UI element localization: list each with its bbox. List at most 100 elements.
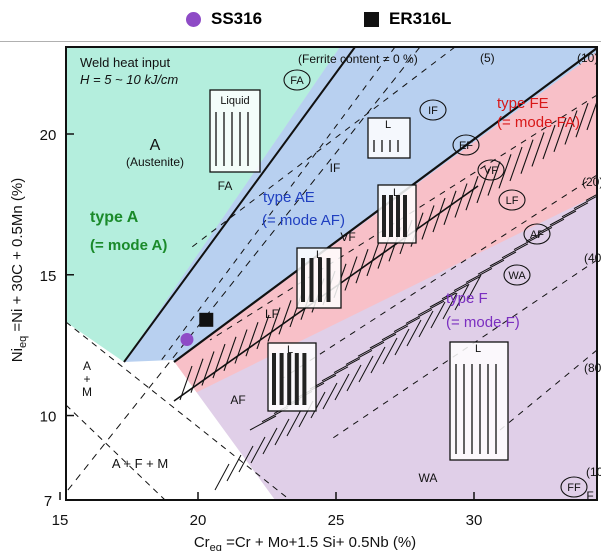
mode-circle-LF: [498, 189, 526, 211]
annotation-liquid: Liquid: [220, 95, 249, 107]
hatch-line-c-15: [394, 328, 410, 356]
micro-wa: [449, 341, 509, 461]
hatch-line-c-10: [334, 373, 350, 401]
hatch-line-c-11: [346, 364, 362, 392]
annotation-layer: Weld heat input H = 5 ~ 10 kJ/cm (Ferrite …: [80, 51, 601, 503]
region-type-a: [66, 47, 340, 362]
legend: SS316 ER316L: [0, 0, 601, 40]
legend-marker-circle: [186, 12, 201, 28]
hatch-line-c-21: [466, 274, 482, 302]
legend-item-ss316: SS316: [186, 9, 262, 29]
hatch-line-a-31: [520, 139, 534, 174]
annotation-heat-input: Weld heat input: [80, 55, 170, 70]
hatch-line-a-37: [586, 99, 597, 131]
boundary-martensite: [66, 321, 291, 500]
hatch-line-a-1: [190, 358, 204, 393]
hatch-line-a-34: [553, 117, 567, 152]
hatch-line-c-14: [382, 337, 398, 365]
hatch-line-a-27: [476, 168, 490, 204]
hatch-line-b-22: [513, 235, 541, 251]
plot-frame: [65, 46, 598, 501]
hatch-line-b-13: [405, 308, 433, 324]
hatch-line-a-9: [278, 300, 292, 335]
micro-lf: [296, 247, 342, 309]
hatch-line-a-36: [575, 103, 589, 138]
side-label-5: WA: [419, 471, 438, 485]
annotation-am-a: A: [83, 359, 91, 373]
annotation-am-m: M: [82, 385, 92, 399]
mode-label-FA: FA: [290, 75, 304, 87]
legend-label: ER316L: [389, 9, 452, 28]
micro-if: [367, 117, 411, 159]
region-sublabel-type-fe: (= mode FA): [497, 114, 580, 131]
mode-circle-FF: [560, 476, 588, 498]
legend-divider: [0, 41, 601, 42]
hatch-line-c-13: [370, 346, 386, 374]
ferrite-number-3: (40): [584, 251, 601, 265]
mode-label-IF: IF: [428, 105, 438, 117]
mode-label-FF: FF: [567, 482, 581, 494]
side-label-4: AF: [230, 393, 245, 407]
hatch-line-c-12: [358, 355, 374, 383]
hatch-line-a-23: [432, 197, 446, 233]
data-point-ss316: [180, 333, 194, 347]
micro-vf: [377, 184, 417, 244]
hatch-line-c-2: [238, 445, 254, 473]
hatch-line-a-16: [355, 249, 369, 284]
hatch-line-c-0: [214, 463, 230, 491]
hatch-line-c-1: [226, 454, 242, 482]
hatch-line-b-23: [525, 226, 553, 242]
side-label-1: IF: [330, 161, 341, 175]
x-tick-label-15: 15: [52, 512, 69, 529]
hatch-line-a-4: [223, 336, 237, 371]
mode-label-VF: VF: [484, 165, 498, 177]
plot-border: [65, 46, 598, 501]
boundary-a-ae: [123, 47, 356, 363]
region-label-type-f: type F: [446, 290, 488, 307]
hatch-line-a-22: [421, 205, 435, 240]
data-points: [180, 312, 214, 347]
hatch-line-b-28: [585, 193, 597, 201]
hatch-line-b-7: [333, 358, 361, 374]
hatch-line-a-6: [245, 322, 259, 357]
microstructure-layer: [209, 89, 509, 461]
mode-circle-FA: [283, 69, 311, 91]
ferrite-number-1: (10): [577, 51, 598, 65]
annotation-austenite-name: (Austenite): [126, 155, 184, 169]
hatch-line-b-10: [369, 333, 397, 349]
hatch-line-a-28: [487, 161, 501, 196]
hatch-line-b-0: [249, 415, 277, 431]
region-sublabel-type-f: (= mode F): [446, 314, 520, 331]
hatch-line-b-21: [501, 243, 529, 259]
hatch-line-a-29: [498, 154, 512, 189]
axes-layer: 15 20 25 30 7 10 15 20 Creq =Cr + Mo+1.5 Si+ 0.5…: [9, 127, 482, 551]
data-point-er316l: [199, 312, 214, 327]
hatch-line-a-5: [234, 329, 248, 364]
hatch-line-c-8: [310, 391, 326, 419]
hatch-line-b-24: [537, 218, 565, 234]
region-label-type-fe: type FE: [497, 95, 549, 112]
hatch-line-a-15: [344, 256, 358, 291]
ferrite-number-4: (80): [584, 361, 601, 375]
legend-marker-square: [364, 12, 379, 28]
hatch-line-a-32: [531, 132, 545, 167]
x-tick-label-20: 20: [190, 512, 207, 529]
side-label-3: LF: [265, 307, 279, 321]
inset-l-label-0: L: [385, 119, 391, 131]
hatch-line-b-15: [429, 292, 457, 308]
hatch-line-c-4: [262, 427, 278, 455]
ferrite-number-2: (20): [582, 175, 601, 189]
y-tick-label-15: 15: [40, 268, 57, 285]
region-sublabel-type-a: (= mode A): [90, 237, 167, 254]
hatch-line-a-26: [465, 176, 479, 211]
hatch-line-b-14: [417, 300, 445, 316]
mode-label-EF: EF: [459, 140, 473, 152]
hatch-line-a-2: [201, 351, 215, 386]
annotation-afm: A + F + M: [112, 456, 168, 471]
inset-l-label-4: L: [475, 343, 481, 355]
hatch-line-c-3: [250, 436, 266, 464]
boundary-martensite-2: [66, 404, 166, 500]
micro-liquid-fa-frame: [209, 89, 261, 173]
region-sublabel-type-ae: (= mode AF): [262, 212, 345, 229]
hatch-line-b-11: [381, 325, 409, 341]
